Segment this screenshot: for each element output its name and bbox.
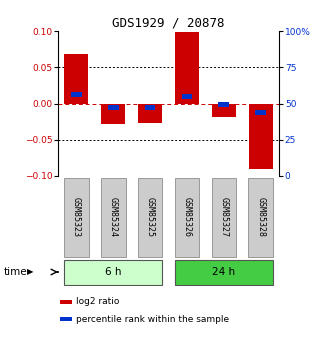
Bar: [101, 178, 126, 257]
Bar: [64, 260, 162, 285]
Bar: [248, 178, 273, 257]
Bar: [256, 110, 266, 115]
Bar: [249, 104, 273, 169]
Bar: [138, 104, 162, 123]
Bar: [175, 32, 199, 104]
Bar: [212, 178, 236, 257]
Bar: [60, 317, 72, 322]
Bar: [64, 54, 88, 104]
Text: time: time: [3, 267, 27, 277]
Bar: [71, 92, 82, 97]
Text: GSM85324: GSM85324: [108, 197, 118, 237]
Text: ▶: ▶: [27, 267, 34, 276]
Text: GSM85323: GSM85323: [72, 197, 81, 237]
Bar: [212, 104, 236, 117]
Text: GSM85328: GSM85328: [256, 197, 265, 237]
Text: GSM85326: GSM85326: [182, 197, 192, 237]
Bar: [219, 102, 229, 108]
Bar: [101, 104, 125, 124]
Bar: [138, 178, 162, 257]
Text: percentile rank within the sample: percentile rank within the sample: [76, 315, 229, 324]
Bar: [60, 299, 72, 304]
Bar: [145, 105, 155, 110]
Text: GSM85325: GSM85325: [145, 197, 155, 237]
Bar: [175, 178, 199, 257]
Bar: [175, 260, 273, 285]
Bar: [108, 105, 118, 110]
Text: GSM85327: GSM85327: [219, 197, 229, 237]
Text: 24 h: 24 h: [212, 267, 236, 277]
Title: GDS1929 / 20878: GDS1929 / 20878: [112, 17, 225, 30]
Text: 6 h: 6 h: [105, 267, 121, 277]
Bar: [64, 178, 89, 257]
Text: log2 ratio: log2 ratio: [76, 297, 119, 306]
Bar: [182, 94, 192, 99]
